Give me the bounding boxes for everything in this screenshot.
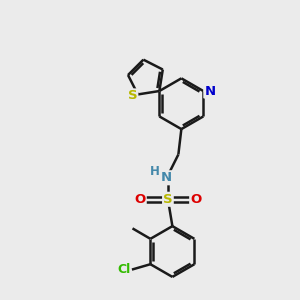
Text: H: H: [149, 165, 159, 178]
Text: O: O: [190, 193, 202, 206]
Text: N: N: [161, 171, 172, 184]
Text: S: S: [128, 89, 137, 102]
Text: N: N: [204, 85, 215, 98]
Text: O: O: [134, 193, 146, 206]
Text: Cl: Cl: [117, 263, 130, 276]
Text: S: S: [163, 193, 173, 206]
